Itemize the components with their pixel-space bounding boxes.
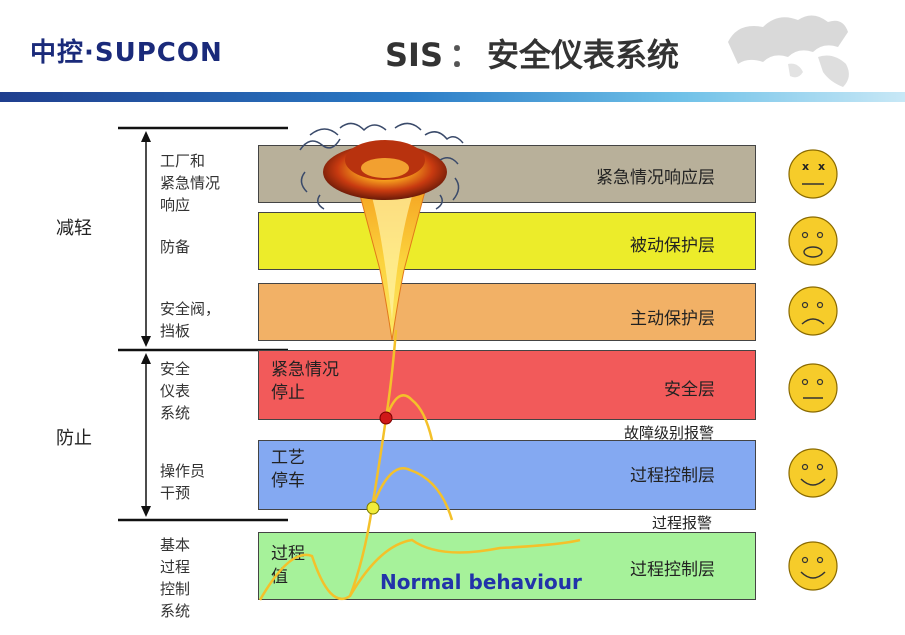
side-label-operator: 操作员 干预	[160, 462, 206, 502]
normal-behaviour-label: Normal behaviour	[380, 570, 582, 594]
process-alarm-label: 过程报警	[652, 514, 713, 532]
group-label-mitigate: 减轻	[56, 218, 92, 239]
title-separator: ：	[449, 36, 482, 74]
side-label-emergency: 工厂和 紧急情况 响应	[160, 152, 221, 214]
escalation-line	[348, 329, 398, 597]
band-passive-protection: 被动保护层	[258, 212, 756, 270]
band-left-text: 紧急情况 停止	[271, 360, 339, 403]
title-main: 安全仪表系统	[487, 36, 680, 74]
header-accent-bar	[0, 92, 905, 102]
smile-face-icon	[788, 448, 838, 498]
company-logo: 中控·SUPCON	[30, 38, 223, 68]
process-alarm-curve	[370, 467, 454, 521]
side-label-relief-valve: 安全阀， 挡板	[160, 300, 221, 340]
fault-alarm-curve	[384, 394, 434, 441]
process-alarm-marker	[366, 501, 380, 515]
side-label-sis: 安全 仪表 系统	[160, 360, 191, 422]
band-label: 安全层	[664, 380, 715, 400]
normal-process-curve	[258, 538, 581, 601]
band-label: 紧急情况响应层	[596, 168, 715, 188]
page-title: SIS：安全仪表系统	[385, 30, 679, 76]
band-active-protection: 主动保护层	[258, 283, 756, 341]
smoke-wisps	[299, 122, 464, 210]
shocked-face-icon	[788, 216, 838, 266]
world-map-watermark-icon	[728, 15, 849, 87]
band-safety: 紧急情况 停止 安全层	[258, 350, 756, 420]
band-label: 被动保护层	[630, 236, 715, 256]
band-left-text: 工艺 停车	[271, 448, 305, 491]
fault-alarm-label: 故障级别报警	[624, 424, 715, 442]
title-prefix: SIS	[385, 36, 443, 74]
dead-face-icon: x x	[788, 149, 838, 199]
band-label: 过程控制层	[630, 466, 715, 486]
neutral-face-icon	[788, 363, 838, 413]
band-label: 过程控制层	[630, 560, 715, 580]
svg-text:x: x	[818, 160, 825, 173]
side-label-preparedness: 防备	[160, 238, 191, 256]
band-label: 主动保护层	[630, 309, 715, 329]
band-process-control-basic: 过程 值 过程控制层	[258, 532, 756, 600]
smile-face-icon	[788, 541, 838, 591]
band-left-text: 过程 值	[271, 544, 305, 587]
sad-face-icon	[788, 286, 838, 336]
band-process-control-shutdown: 工艺 停车 过程控制层	[258, 440, 756, 510]
side-label-bpcs: 基本 过程 控制 系统	[160, 536, 191, 620]
fault-alarm-marker	[379, 411, 393, 425]
svg-text:x: x	[802, 160, 809, 173]
group-label-prevent: 防止	[56, 428, 92, 449]
